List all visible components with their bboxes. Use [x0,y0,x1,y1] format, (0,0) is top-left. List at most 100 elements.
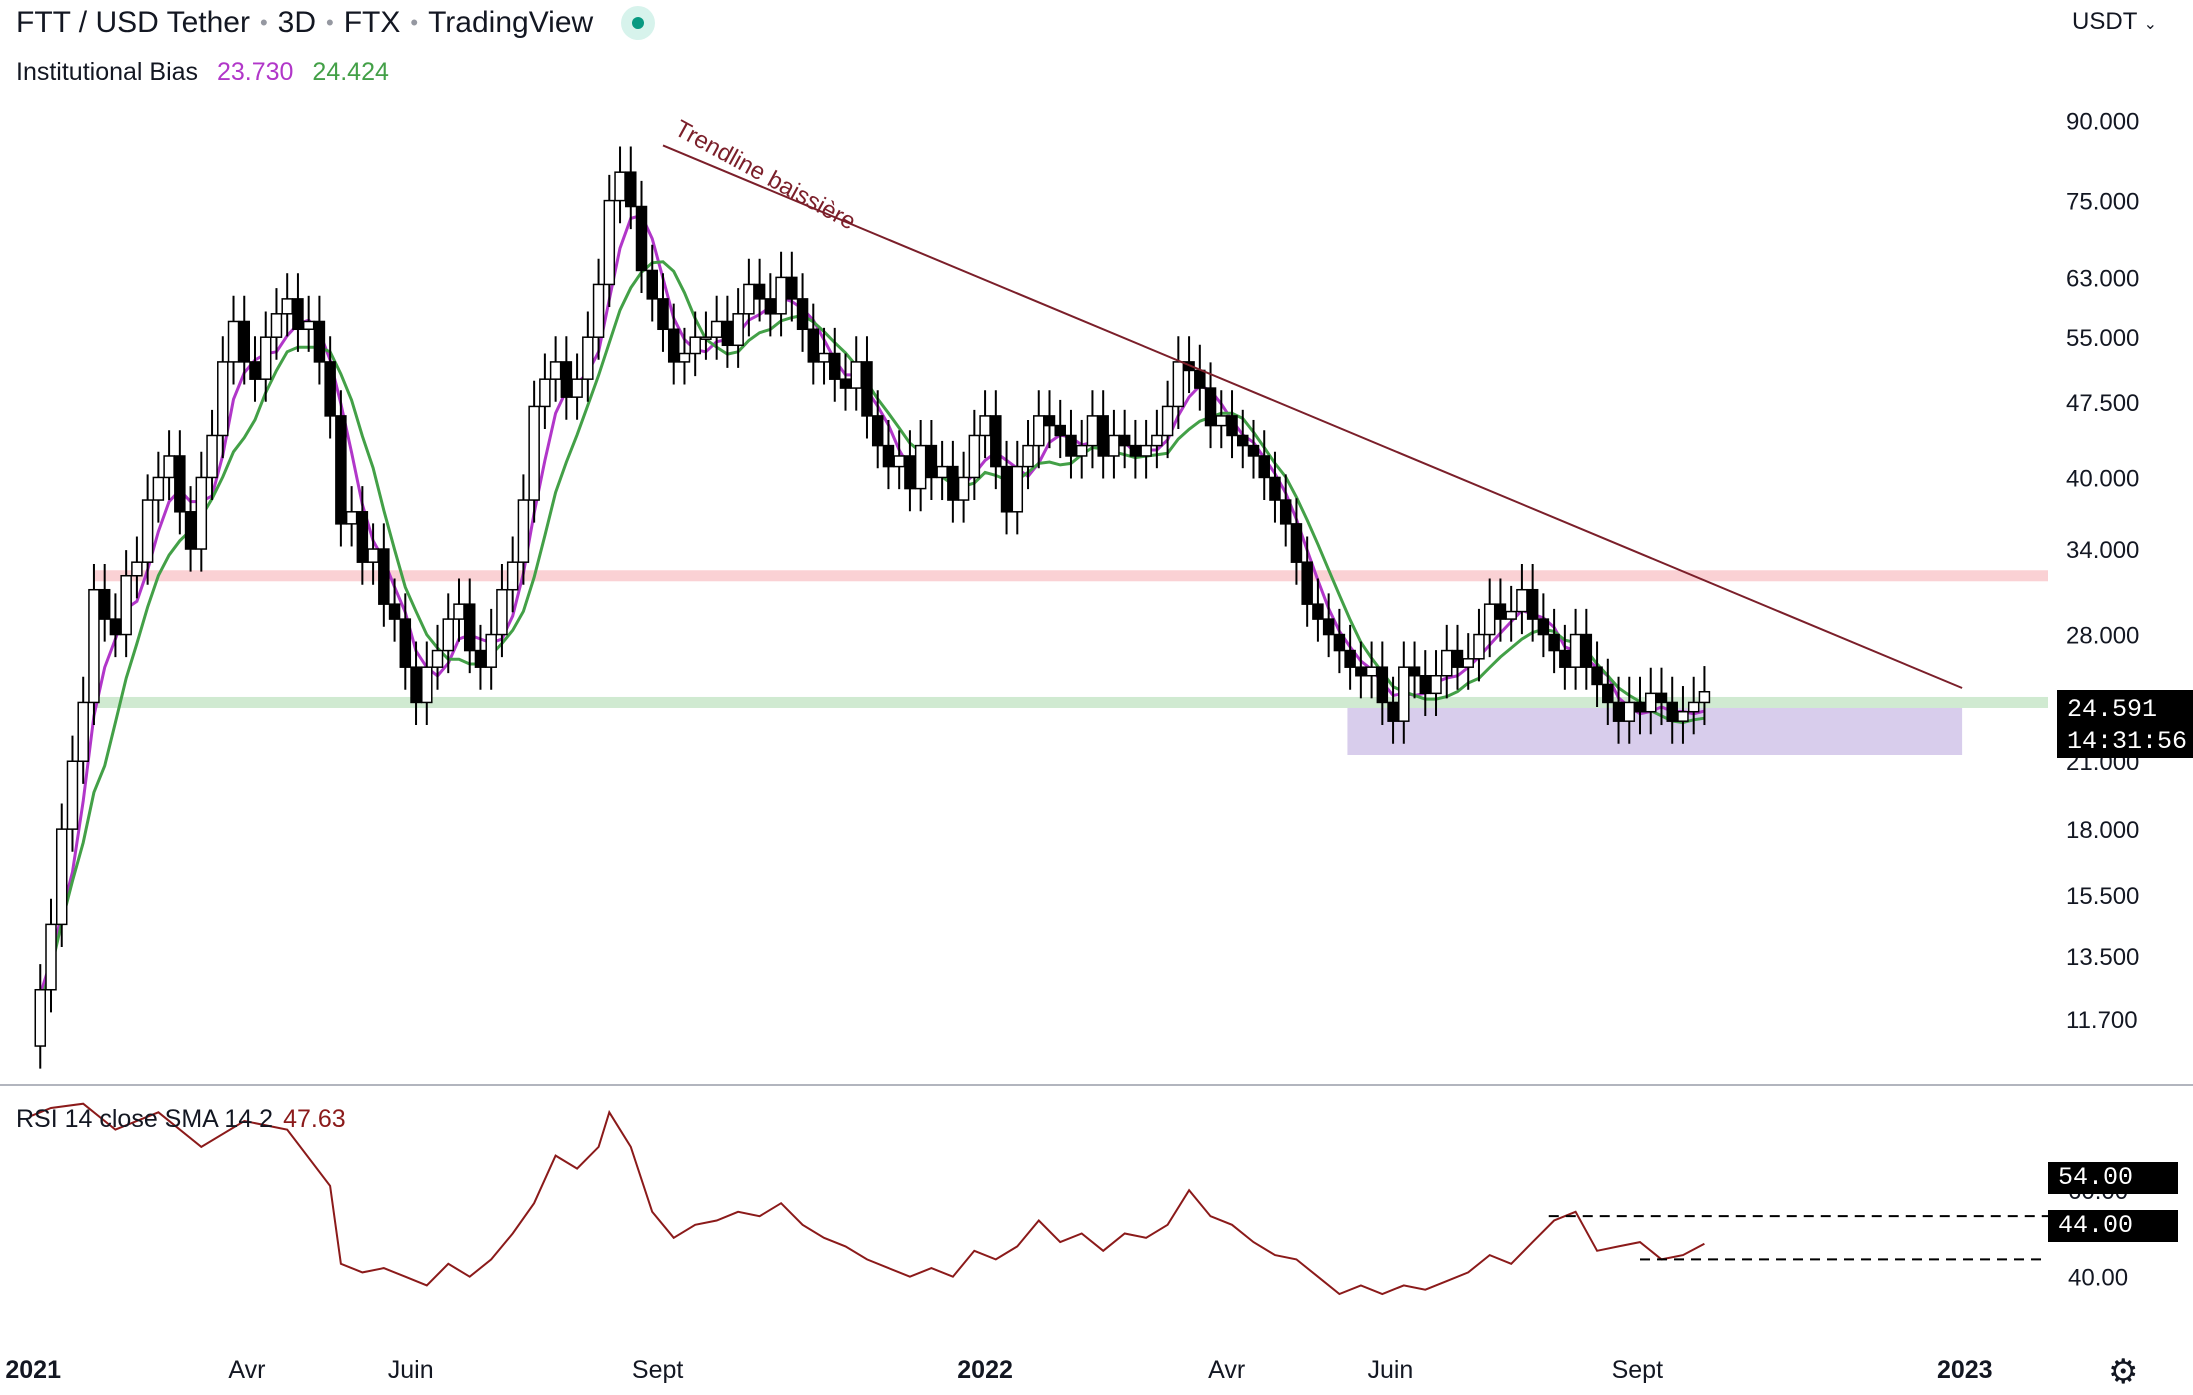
candle[interactable] [88,588,100,704]
candle[interactable] [732,313,744,347]
candle[interactable] [979,415,991,437]
candle[interactable] [324,361,336,417]
candle[interactable] [1376,666,1389,704]
gear-icon[interactable]: ⚙ [2108,1353,2139,1391]
candle[interactable] [399,618,412,668]
candle[interactable] [1483,603,1496,636]
candle[interactable] [313,320,326,363]
candle[interactable] [195,476,208,550]
candle[interactable] [925,444,938,479]
candle[interactable] [753,283,766,300]
candle[interactable] [1172,361,1185,408]
candle[interactable] [1075,444,1088,457]
candle[interactable] [1677,710,1689,722]
candle[interactable] [485,633,497,668]
candle[interactable] [646,269,658,300]
candle[interactable] [1494,603,1507,620]
candle[interactable] [743,283,755,315]
candle[interactable] [131,561,143,577]
candle[interactable] [98,588,111,620]
candle[interactable] [1602,683,1614,704]
candle[interactable] [904,455,916,490]
candle[interactable] [818,352,830,363]
time-axis[interactable]: 2021 Avr Juin Sept 2022 Avr Juin Sept 2023 [5,1356,1992,1384]
candle[interactable] [582,336,594,380]
candle[interactable] [1237,434,1249,447]
rsi-legend[interactable]: RSI 14 close SMA 14 2 47.63 [16,1105,346,1134]
candle[interactable] [678,352,691,363]
candle[interactable] [152,476,165,501]
candle[interactable] [571,378,583,398]
candle[interactable] [968,434,981,479]
candle[interactable] [1644,692,1657,713]
candle[interactable] [957,476,970,501]
candle[interactable] [1559,649,1571,668]
candle[interactable] [1301,561,1313,605]
candle[interactable] [1441,649,1453,677]
candle[interactable] [174,455,186,513]
candle[interactable] [302,320,315,331]
candle[interactable] [442,618,455,652]
candle[interactable] [1054,424,1066,437]
candle[interactable] [1226,415,1238,437]
candle[interactable] [796,298,809,331]
candle[interactable] [592,283,605,338]
candle[interactable] [206,434,218,479]
candle[interactable] [1623,701,1636,722]
candle[interactable] [764,298,777,315]
candle[interactable] [227,320,240,363]
candle[interactable] [1000,465,1013,513]
candle[interactable] [141,499,154,563]
candle[interactable] [1194,369,1206,389]
candle[interactable] [1151,434,1163,447]
candle[interactable] [1247,444,1260,457]
candle[interactable] [281,298,293,315]
candle[interactable] [635,205,648,272]
candle[interactable] [120,574,132,636]
candle[interactable] [807,328,820,363]
candle[interactable] [947,465,959,501]
candle[interactable] [1355,666,1367,677]
candle[interactable] [1655,692,1668,704]
candle[interactable] [1322,618,1335,636]
candle[interactable] [603,199,616,286]
candle[interactable] [1505,610,1517,620]
candle[interactable] [549,361,562,380]
candle[interactable] [1634,701,1646,713]
candle[interactable] [1569,633,1582,668]
candle[interactable] [614,171,626,202]
candle[interactable] [1344,649,1356,668]
candle[interactable] [367,548,379,563]
candle[interactable] [1269,476,1281,501]
candle[interactable] [861,361,873,417]
price-axis[interactable]: 90.000 75.000 63.000 55.000 47.500 40.000 34.0… [2066,108,2139,1034]
candle[interactable] [990,415,1002,468]
candle[interactable] [710,320,723,338]
candle[interactable] [1043,415,1056,427]
candle[interactable] [45,923,57,991]
candle[interactable] [1333,633,1346,652]
candle[interactable] [1580,633,1593,668]
candle[interactable] [453,603,465,620]
candle[interactable] [667,328,680,363]
candle[interactable] [270,313,283,338]
candle[interactable] [1516,588,1528,613]
candle[interactable] [839,378,852,389]
candle[interactable] [721,320,734,347]
candle[interactable] [1698,690,1711,704]
candle[interactable] [1451,649,1464,668]
candle[interactable] [421,666,433,704]
indicator-legend[interactable]: Institutional Bias 23.730 24.424 [16,58,389,87]
candle[interactable] [431,649,444,668]
candle[interactable] [914,444,927,490]
candle[interactable] [829,352,841,380]
candle[interactable] [689,336,701,355]
candle[interactable] [474,649,487,668]
candle[interactable] [249,361,261,380]
candle[interactable] [345,511,358,525]
candle[interactable] [163,455,175,479]
candle[interactable] [388,603,401,620]
candle[interactable] [936,465,948,479]
candle[interactable] [1548,633,1560,652]
